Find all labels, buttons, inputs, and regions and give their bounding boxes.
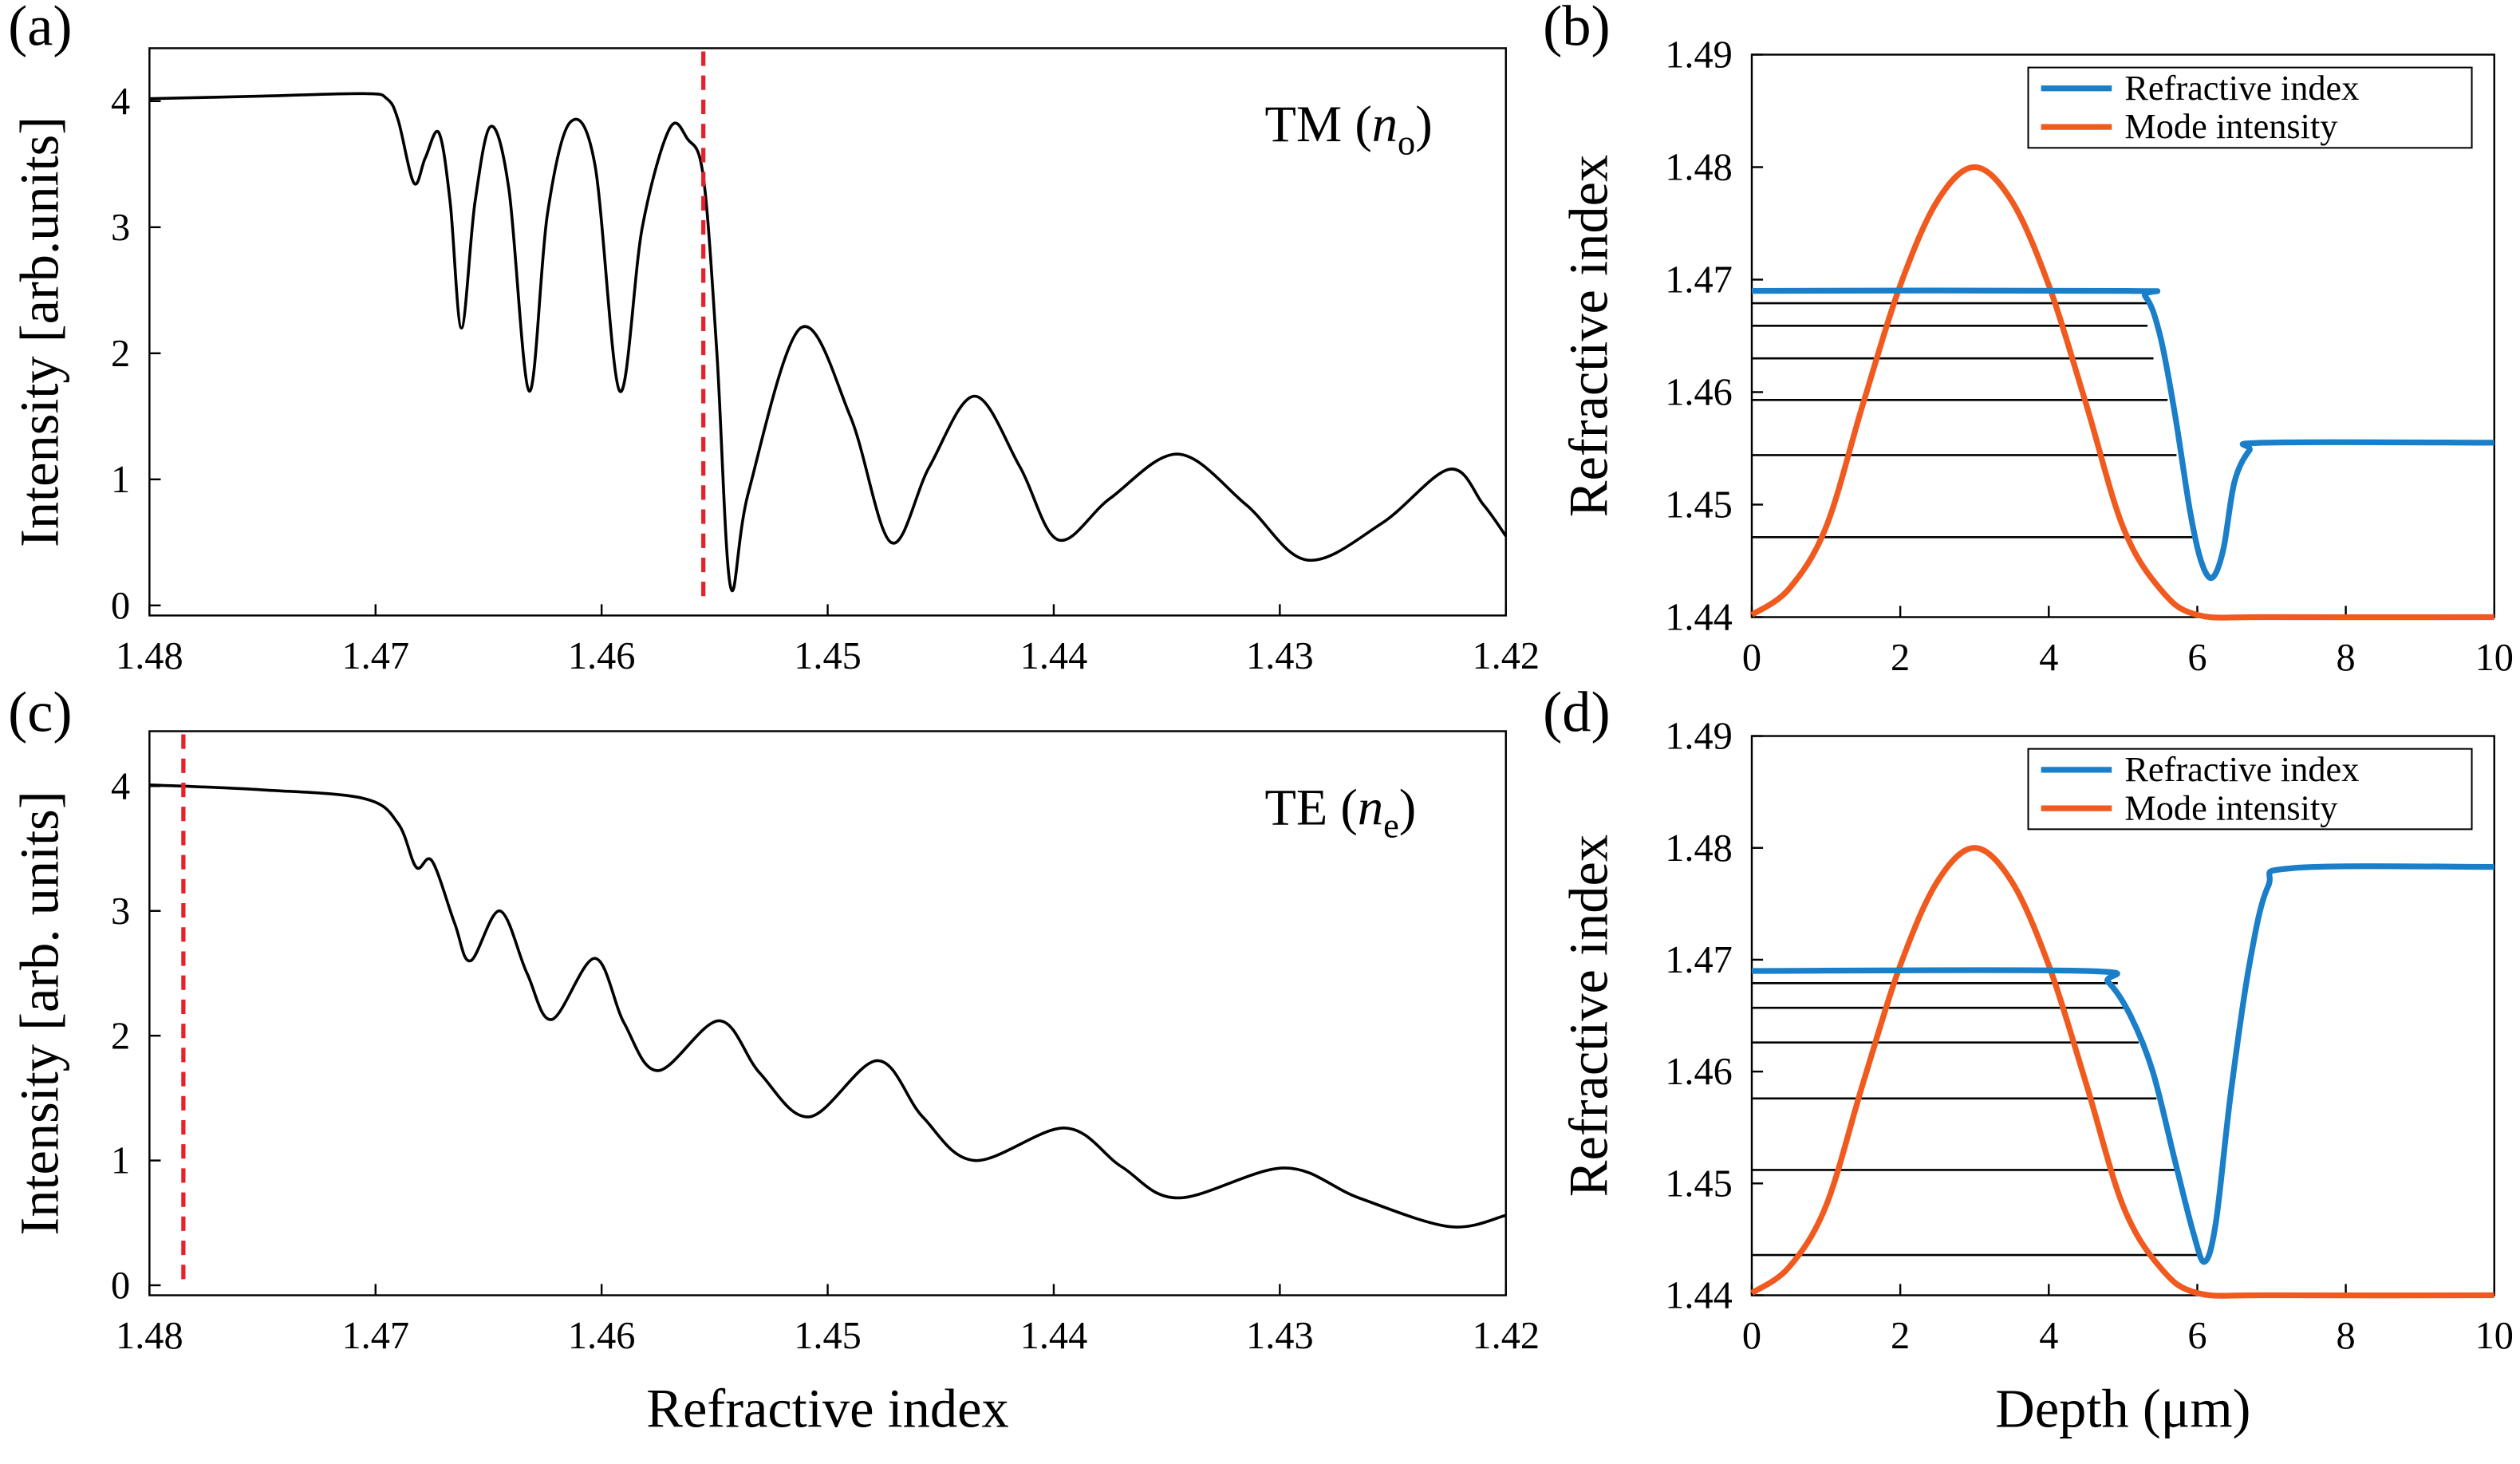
x-tick-label: 1.45 <box>794 1315 862 1357</box>
annotation-part: TM ( <box>1265 96 1372 152</box>
y-tick-label: 0 <box>111 585 130 627</box>
intensity-curve <box>149 783 1507 1229</box>
axes-box <box>1750 735 2495 1296</box>
x-tick-label: 4 <box>2039 637 2058 679</box>
annotation-part: o <box>1398 123 1415 162</box>
x-tick-label: 1.42 <box>1472 635 1540 677</box>
y-tick-label: 1 <box>111 1140 130 1182</box>
x-tick-label: 1.47 <box>341 1315 409 1357</box>
x-tick-label: 0 <box>1742 1315 1761 1357</box>
x-tick-label: 1.43 <box>1246 1315 1314 1357</box>
panel-label: (d) <box>1543 679 1611 744</box>
y-tick-label: 3 <box>111 207 130 249</box>
legend-box <box>2027 66 2473 149</box>
y-tick-label: 1.44 <box>1665 597 1733 639</box>
x-tick-label: 1.45 <box>794 635 862 677</box>
y-axis-label: Refractive index <box>1559 155 1619 517</box>
x-axis-label: Depth (μm) <box>1995 1379 2250 1439</box>
annotation-part: e <box>1383 806 1399 845</box>
x-tick-label: 2 <box>1891 637 1910 679</box>
y-tick-label: 1.46 <box>1665 372 1733 414</box>
annotation-part: ) <box>1399 779 1416 835</box>
panel-label: (a) <box>8 0 72 57</box>
annotation: TM (no) <box>1265 96 1433 162</box>
y-tick-label: 4 <box>111 81 130 123</box>
panel-label: (c) <box>8 679 72 744</box>
y-tick-label: 1.48 <box>1665 147 1733 189</box>
y-tick-label: 0 <box>111 1265 130 1307</box>
y-tick-label: 1.49 <box>1665 716 1733 758</box>
legend-box <box>2027 748 2473 831</box>
x-tick-label: 4 <box>2039 1315 2058 1357</box>
series-line <box>1749 845 2494 1299</box>
x-tick-label: 1.48 <box>116 635 183 677</box>
x-tick-label: 1.42 <box>1472 1315 1540 1357</box>
x-tick-label: 8 <box>2337 1315 2356 1357</box>
y-tick-label: 1.47 <box>1665 259 1733 302</box>
series-line <box>1751 863 2494 1265</box>
annotation-part: TE ( <box>1265 779 1358 835</box>
legend-label: Mode intensity <box>2124 107 2337 146</box>
x-tick-label: 0 <box>1742 637 1761 679</box>
x-tick-label: 6 <box>2187 637 2206 679</box>
x-tick-label: 1.44 <box>1020 1315 1088 1357</box>
y-tick-label: 1.49 <box>1665 34 1733 77</box>
annotation: TE (ne) <box>1265 779 1417 845</box>
x-tick-label: 6 <box>2187 1315 2206 1357</box>
x-tick-label: 1.47 <box>341 635 409 677</box>
y-tick-label: 1.48 <box>1665 827 1733 870</box>
legend-label: Refractive index <box>2124 750 2359 789</box>
series-line <box>1749 164 2494 621</box>
x-tick-label: 10 <box>2475 1315 2514 1357</box>
y-axis-label: Refractive index <box>1559 835 1619 1197</box>
intensity-curve <box>149 92 1508 593</box>
y-tick-label: 1.45 <box>1665 484 1733 527</box>
y-axis-label: Intensity [arb.units] <box>10 116 70 547</box>
axes-box <box>1750 53 2495 618</box>
y-tick-label: 2 <box>111 333 130 375</box>
y-axis-label: Intensity [arb. units] <box>10 791 70 1235</box>
annotation-part: n <box>1358 779 1383 835</box>
series-line <box>1751 287 2494 582</box>
legend-label: Refractive index <box>2124 69 2359 108</box>
panel-label: (b) <box>1543 0 1611 57</box>
y-tick-label: 4 <box>111 765 130 807</box>
x-axis-label: Refractive index <box>646 1379 1008 1439</box>
y-tick-label: 1.47 <box>1665 939 1733 981</box>
y-tick-label: 1 <box>111 459 130 501</box>
x-tick-label: 1.46 <box>568 1315 636 1357</box>
x-tick-label: 10 <box>2475 637 2514 679</box>
y-tick-label: 2 <box>111 1015 130 1057</box>
y-tick-label: 1.45 <box>1665 1162 1733 1205</box>
annotation-part: ) <box>1415 96 1432 152</box>
y-tick-label: 3 <box>111 890 130 933</box>
annotation-part: n <box>1372 96 1398 152</box>
x-tick-label: 2 <box>1891 1315 1910 1357</box>
x-tick-label: 1.48 <box>116 1315 183 1357</box>
x-tick-label: 1.44 <box>1020 635 1088 677</box>
x-tick-label: 1.43 <box>1246 635 1314 677</box>
y-tick-label: 1.44 <box>1665 1275 1733 1317</box>
legend-label: Mode intensity <box>2124 788 2337 827</box>
x-tick-label: 8 <box>2337 637 2356 679</box>
y-tick-label: 1.46 <box>1665 1051 1733 1093</box>
x-tick-label: 1.46 <box>568 635 636 677</box>
